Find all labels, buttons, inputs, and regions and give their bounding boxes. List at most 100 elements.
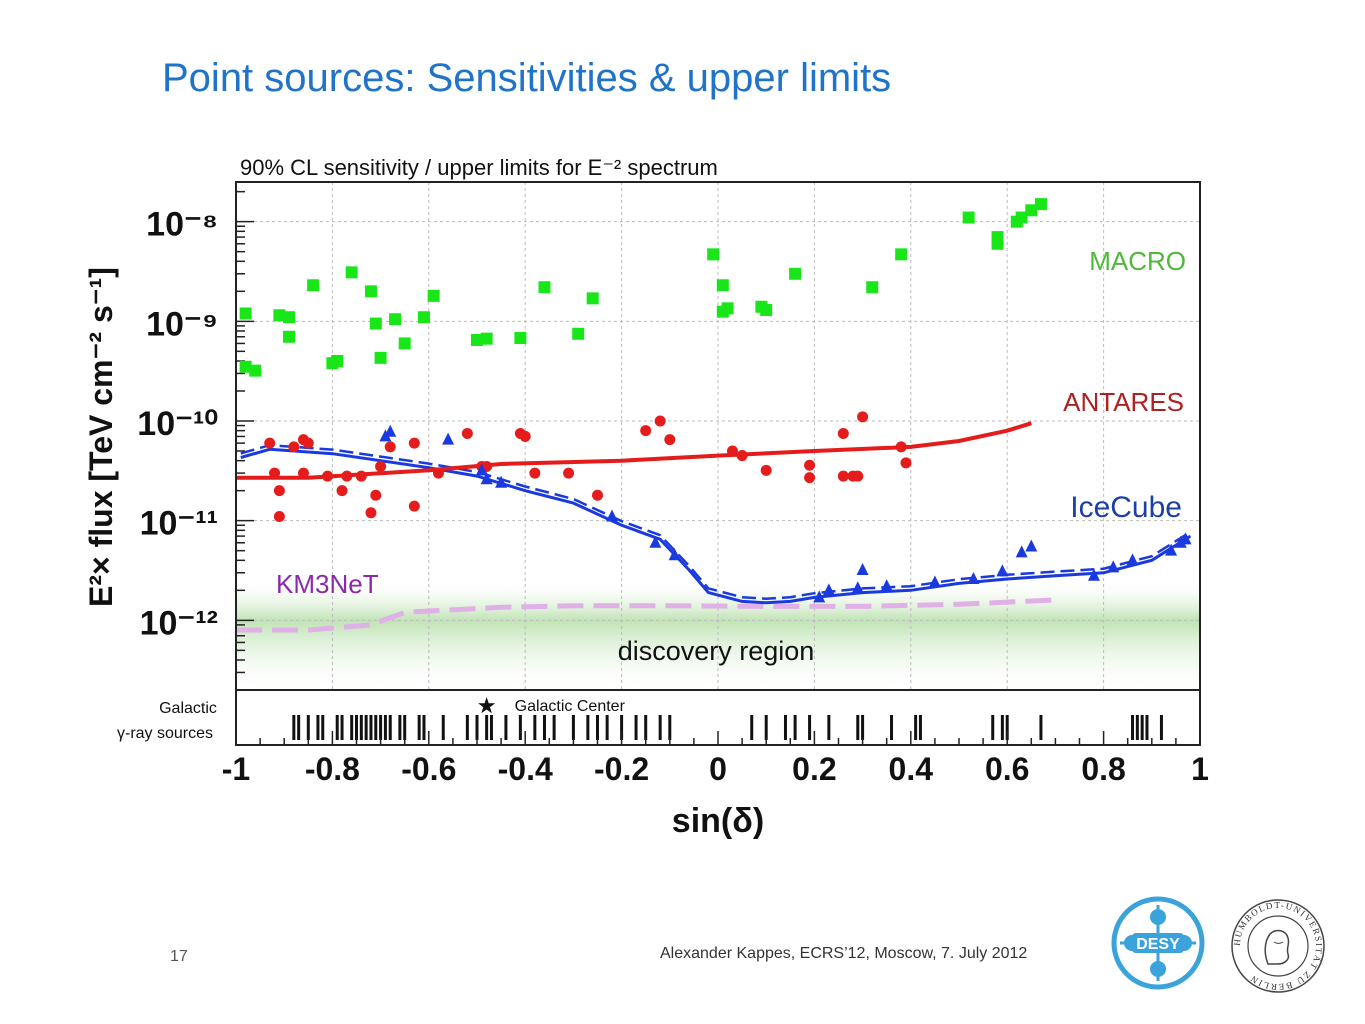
gamma-sources-label-line1: Galactic <box>159 700 217 717</box>
macro-point <box>1025 204 1038 217</box>
icecube-point <box>668 548 681 561</box>
galactic-center-label: Galactic Center <box>515 698 626 715</box>
gamma-source-strip <box>292 715 1163 740</box>
x-tick-label: 0 <box>709 751 727 787</box>
x-tick-label: -1 <box>222 751 250 787</box>
x-tick-label: 0.2 <box>792 751 836 787</box>
icecube-point <box>605 509 618 522</box>
macro-point <box>345 266 358 279</box>
macro-point <box>789 267 802 280</box>
antares-point <box>640 425 652 437</box>
icecube-point <box>967 571 980 584</box>
antares-point <box>355 470 367 482</box>
antares-point <box>288 441 300 453</box>
macro-point <box>514 332 527 345</box>
antares-point <box>269 467 281 479</box>
icecube-point <box>384 424 397 437</box>
antares-point <box>529 467 541 479</box>
icecube-point <box>1107 560 1120 573</box>
x-tick-label: 0.4 <box>889 751 934 787</box>
discovery-region-label: discovery region <box>618 636 815 666</box>
icecube-point <box>649 535 662 548</box>
macro-point <box>239 307 252 320</box>
antares-point <box>273 511 285 523</box>
icecube-point <box>1126 553 1139 566</box>
macro-point <box>417 311 430 324</box>
icecube-point <box>1179 532 1192 545</box>
antares-point <box>592 489 603 501</box>
y-tick-label: 10⁻¹¹ <box>140 505 218 543</box>
antares-point <box>563 467 575 479</box>
macro-point <box>331 354 344 367</box>
macro-point <box>471 333 483 346</box>
macro-point <box>895 248 908 261</box>
humboldt-logo: HUMBOLDT-UNIVERSITÄT ZU BERLIN <box>1231 899 1325 993</box>
macro-point <box>480 332 493 345</box>
antares-point <box>654 415 666 427</box>
macro-point <box>239 360 252 373</box>
macro-point <box>586 292 599 305</box>
macro-point <box>1015 211 1028 224</box>
macro-point <box>427 289 440 302</box>
antares-point <box>837 427 849 439</box>
icecube-point <box>996 564 1009 577</box>
icecube-point <box>480 472 493 485</box>
desy-logo: DESY <box>1111 896 1205 990</box>
footer-text: Alexander Kappes, ECRS’12, Moscow, 7. Ju… <box>660 945 1028 962</box>
icecube-point <box>1165 543 1178 556</box>
x-axis-title: sin(δ) <box>672 802 764 840</box>
macro-point <box>273 309 286 322</box>
antares-point <box>365 507 377 519</box>
x-tick-label: -0.2 <box>594 751 649 787</box>
antares-point <box>408 437 420 449</box>
antares-point <box>322 470 334 482</box>
antares-point <box>370 489 382 501</box>
slide-title: Point sources: Sensitivities & upper lim… <box>162 56 892 100</box>
antares-point <box>375 460 387 472</box>
macro-point <box>572 327 585 340</box>
chart-title: 90% CL sensitivity / upper limits for E⁻… <box>240 155 718 180</box>
antares-point <box>264 437 276 449</box>
antares-label: ANTARES <box>1063 387 1184 417</box>
icecube-point <box>1174 535 1187 548</box>
macro-point <box>283 330 296 343</box>
icecube-point <box>1087 568 1100 581</box>
macro-point <box>369 317 382 330</box>
y-tick-label: 10⁻⁹ <box>146 305 218 343</box>
macro-point <box>389 313 402 326</box>
antares-point <box>760 464 772 476</box>
km3net-label: KM3NeT <box>276 569 379 599</box>
macro-point <box>307 279 320 292</box>
macro-label: MACRO <box>1089 246 1186 276</box>
antares-point <box>432 467 444 479</box>
macro-point <box>962 211 975 224</box>
icecube-point <box>475 463 488 476</box>
icecube-point <box>880 579 893 592</box>
x-tick-label: -0.4 <box>498 751 553 787</box>
galactic-center-star-icon <box>478 697 496 714</box>
antares-point <box>736 450 748 462</box>
icecube-curve <box>240 447 1192 605</box>
x-tick-label: -0.8 <box>305 751 360 787</box>
plot-series <box>236 198 1192 633</box>
antares-point <box>837 470 849 482</box>
macro-point <box>538 281 551 294</box>
antares-point <box>297 467 309 479</box>
icecube-point <box>856 562 869 575</box>
y-tick-label: 10⁻¹² <box>140 604 218 642</box>
x-tick-label: 0.8 <box>1081 751 1125 787</box>
macro-point <box>716 279 729 292</box>
macro-point <box>1034 198 1047 211</box>
macro-point <box>866 281 879 294</box>
icecube-point <box>1025 539 1038 552</box>
antares-curve <box>236 421 1032 480</box>
desy-logo-text: DESY <box>1136 936 1180 953</box>
y-tick-label: 10⁻¹⁰ <box>137 405 218 443</box>
y-axis-title: E²× flux [TeV cm⁻² s⁻¹] <box>83 267 119 607</box>
antares-point <box>273 485 285 497</box>
macro-point <box>283 311 296 324</box>
macro-point <box>398 337 411 350</box>
antares-point <box>519 430 531 442</box>
km3net-curve <box>236 597 1056 633</box>
